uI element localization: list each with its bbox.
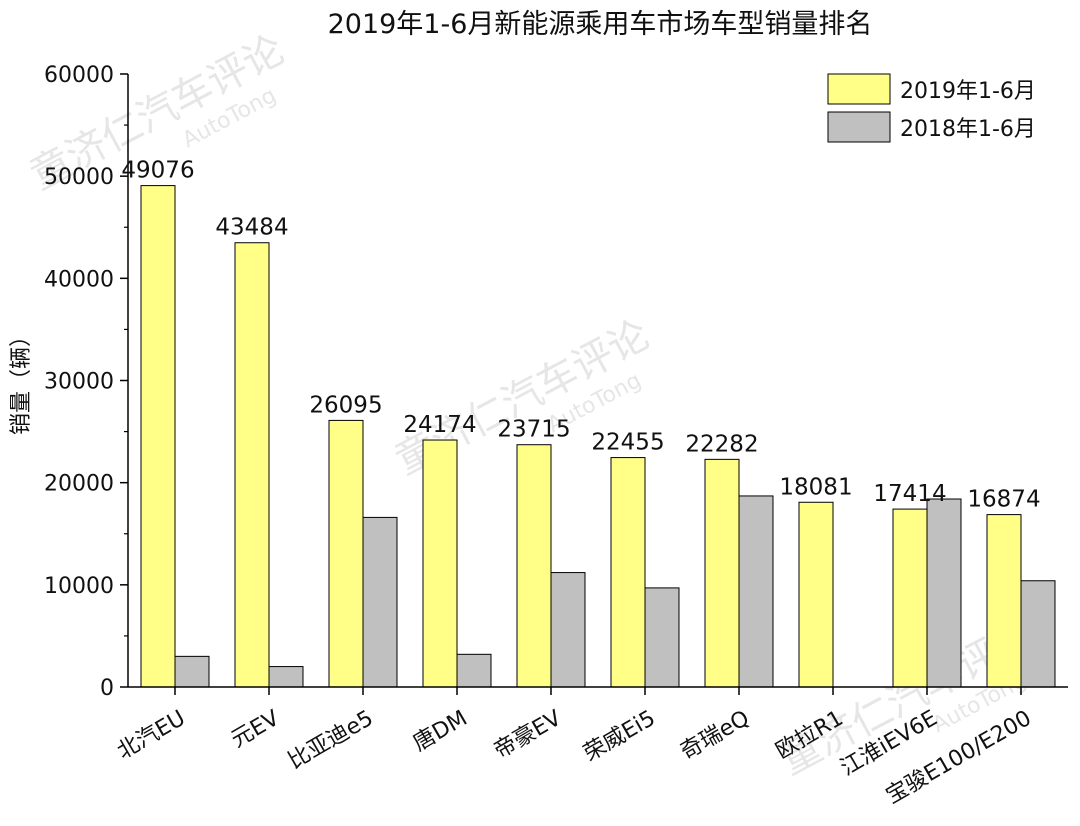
data-label-6: 22282 bbox=[685, 431, 758, 457]
data-label-1: 43484 bbox=[215, 215, 288, 241]
y-tick-label-2: 20000 bbox=[44, 472, 114, 497]
y-tick-label-5: 50000 bbox=[44, 165, 114, 190]
data-label-8: 17414 bbox=[873, 481, 946, 507]
legend-swatch-2018 bbox=[827, 111, 891, 143]
data-labels: 49076 43484 26095 24174 23715 22455 22282 18081… bbox=[121, 158, 1040, 513]
data-label-7: 18081 bbox=[779, 474, 852, 500]
bar-2019-2 bbox=[328, 419, 364, 688]
bar-2018-4 bbox=[550, 572, 586, 688]
bar-2018-9 bbox=[1020, 580, 1056, 688]
legend-swatch-2019 bbox=[827, 73, 891, 105]
bar-2018-3 bbox=[456, 653, 492, 688]
bar-2019-9 bbox=[986, 514, 1022, 688]
y-tick-label-3: 30000 bbox=[44, 370, 114, 395]
bar-2019-8 bbox=[892, 508, 928, 688]
data-label-0: 49076 bbox=[121, 158, 194, 184]
legend-label-2018: 2018年1-6月 bbox=[900, 117, 1036, 142]
data-label-4: 23715 bbox=[497, 417, 570, 443]
x-tick-label-0: 北汽EU bbox=[113, 706, 190, 765]
y-tick-label-0: 0 bbox=[100, 676, 114, 701]
x-tick-label-1: 元EV bbox=[227, 706, 284, 753]
bar-2019-0 bbox=[140, 185, 176, 688]
bar-2019-7 bbox=[798, 501, 834, 688]
chart-title: 2019年1-6月新能源乘用车市场车型销量排名 bbox=[328, 9, 873, 40]
y-tick-label-6: 60000 bbox=[44, 63, 114, 88]
x-tick-label-3: 唐DM bbox=[409, 706, 472, 757]
y-tick-label-4: 40000 bbox=[44, 267, 114, 292]
bar-2018-2 bbox=[362, 516, 398, 688]
bar-2019-1 bbox=[234, 242, 270, 688]
legend-label-2019: 2019年1-6月 bbox=[900, 79, 1036, 104]
y-axis-label: 销量（辆） bbox=[9, 325, 34, 435]
bar-2019-6 bbox=[704, 458, 740, 688]
x-tick-label-5: 荣威Ei5 bbox=[580, 706, 660, 767]
bar-2019-4 bbox=[516, 444, 552, 688]
y-tick-label-1: 10000 bbox=[44, 574, 114, 599]
data-label-2: 26095 bbox=[309, 392, 382, 418]
bar-2018-1 bbox=[268, 666, 304, 688]
bar-2019-5 bbox=[610, 457, 646, 688]
data-label-3: 24174 bbox=[403, 412, 476, 438]
bar-2018-5 bbox=[644, 587, 680, 688]
legend: 2019年1-6月 2018年1-6月 bbox=[827, 73, 1036, 143]
data-label-9: 16874 bbox=[967, 487, 1040, 513]
x-tick-label-4: 帝豪EV bbox=[490, 706, 566, 764]
x-tick-label-2: 比亚迪e5 bbox=[284, 706, 378, 774]
data-label-5: 22455 bbox=[591, 430, 664, 456]
y-axis: 0 10000 20000 30000 40000 50000 60000 bbox=[44, 63, 129, 701]
bar-2018-8 bbox=[926, 498, 962, 688]
bar-2019-3 bbox=[422, 439, 458, 688]
bar-2018-0 bbox=[174, 655, 210, 688]
bars-layer bbox=[140, 185, 1056, 688]
x-tick-label-6: 奇瑞eQ bbox=[676, 706, 753, 765]
bar-2018-6 bbox=[738, 495, 774, 688]
